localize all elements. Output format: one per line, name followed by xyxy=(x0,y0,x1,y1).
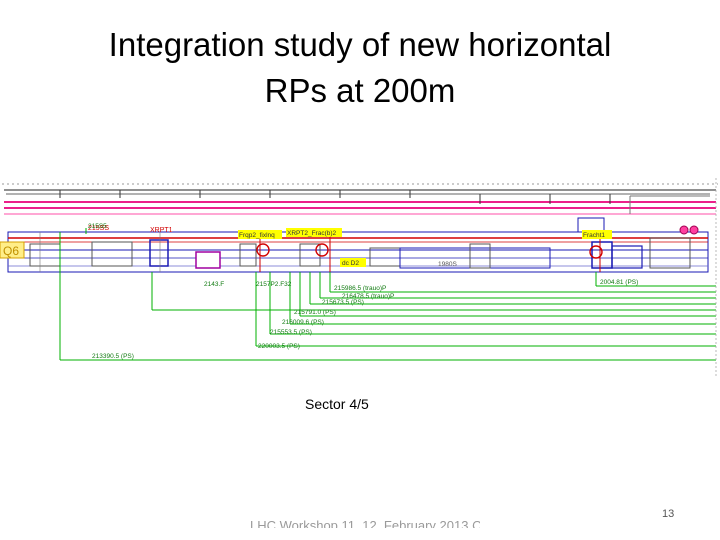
slide-footer: LHC Workshop 11. 12. February 2013 CERN xyxy=(250,514,480,528)
dist-215s5: 215S5 xyxy=(88,223,107,230)
dist-215673: 215673.5 (PS) xyxy=(322,299,364,306)
dist-2157p2: 2157P2.F32 xyxy=(256,281,292,288)
beam-lines-top xyxy=(4,195,716,215)
dist-2143f: 2143.F xyxy=(204,281,224,288)
q6-label: Q6 xyxy=(3,244,19,258)
label-1980s: 1980S xyxy=(438,261,457,268)
label-xrpt2: XRPT2_Frac(b)2 xyxy=(287,230,337,237)
distance-labels: 215S5 2143.F 2157P2.F32 215986.5 (trauo)… xyxy=(88,223,638,360)
title-line-2: RPs at 200m xyxy=(264,72,456,109)
integration-drawing: Q6 XRPT1 215SS Frqp2_fixlnq XRPT2_Frac(b… xyxy=(0,178,720,378)
label-frqp2: Frqp2_fixlnq xyxy=(239,232,275,239)
label-fracht1: Fracht1 xyxy=(583,232,605,239)
label-dc-d2: dc D2 xyxy=(342,260,359,267)
label-xrpt1: XRPT1 xyxy=(150,227,173,234)
label-215ss: 215SS xyxy=(88,225,109,232)
top-tick-marks xyxy=(59,190,611,204)
dist-213390: 213390.5 (PS) xyxy=(92,353,134,360)
dist-2004: 2004.81 (PS) xyxy=(600,279,638,286)
yellow-labels: Frqp2_fixlnq XRPT2_Frac(b)2 Fracht1 dc D… xyxy=(238,228,612,268)
dist-215791: 215791.0 (PS) xyxy=(294,309,336,316)
sector-caption: Sector 4/5 xyxy=(305,396,369,412)
footer-text: LHC Workshop 11. 12. February 2013 CERN xyxy=(250,518,480,528)
page-number: 13 xyxy=(662,508,675,520)
dist-216478: 216478.5 (trauo)P xyxy=(342,293,394,300)
dimension-lines xyxy=(59,228,716,361)
slide-title: Integration study of new horizontal RPs … xyxy=(0,22,720,114)
title-line-1: Integration study of new horizontal xyxy=(108,26,612,63)
dist-216009: 216009.6 (PS) xyxy=(282,319,324,326)
dist-220003: 220003.5 (PS) xyxy=(258,343,300,350)
dist-215986: 215986.5 (trauo)P xyxy=(334,285,386,292)
dist-215553: 215553.5 (PS) xyxy=(270,329,312,336)
